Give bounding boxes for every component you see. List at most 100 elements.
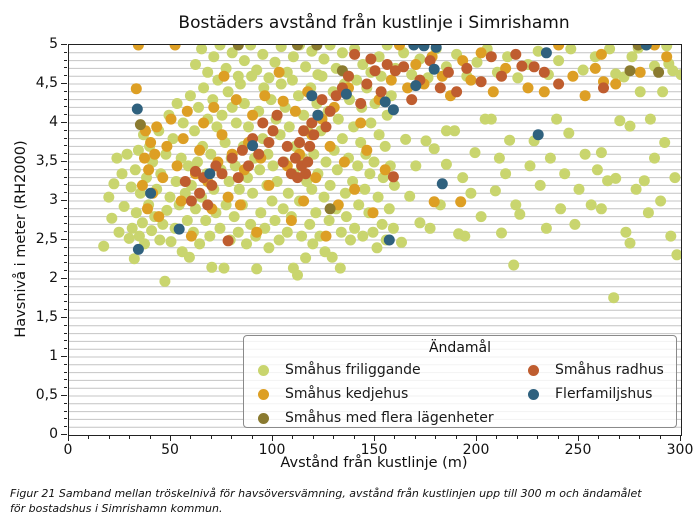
tick-mark (63, 379, 67, 381)
scatter-point (134, 119, 146, 131)
scatter-point (312, 109, 324, 121)
scatter-point (157, 172, 169, 184)
scatter-point (323, 215, 335, 226)
scatter-point (385, 74, 397, 86)
scatter-point (285, 215, 297, 226)
scatter-point (632, 45, 644, 51)
scatter-point (128, 253, 140, 265)
scatter-point (232, 45, 244, 51)
tick-mark (61, 239, 67, 240)
scatter-point (589, 62, 601, 74)
scatter-point (563, 127, 575, 139)
plot-area (68, 44, 682, 436)
scatter-point (516, 60, 528, 72)
scatter-point (243, 160, 254, 172)
scatter-point (630, 183, 642, 195)
scatter-point (528, 61, 540, 73)
scatter-point (398, 61, 410, 73)
scatter-point (376, 218, 388, 230)
scatter-point (267, 160, 279, 172)
scatter-point (551, 113, 563, 125)
legend-entry: Småhus radhus (528, 358, 664, 382)
scatter-point (269, 56, 281, 68)
scatter-point (318, 191, 330, 203)
scatter-point (534, 179, 546, 191)
tick-mark (63, 262, 67, 264)
scatter-point (634, 66, 646, 78)
x-tick-label: 150 (360, 442, 388, 458)
scatter-point (206, 261, 218, 273)
scatter-point (277, 95, 289, 107)
scatter-point (106, 212, 118, 224)
x-tick-label: 300 (666, 442, 694, 458)
scatter-point (304, 218, 316, 230)
scatter-point (233, 183, 245, 195)
scatter-point (234, 199, 246, 211)
tick-mark (63, 114, 67, 116)
scatter-point (292, 45, 303, 51)
scatter-point (164, 191, 176, 203)
y-tick-label: 3 (49, 192, 58, 208)
scatter-point (361, 144, 373, 156)
scatter-point (283, 121, 295, 133)
tick-mark (312, 435, 314, 439)
scatter-point (111, 152, 123, 164)
scatter-point (496, 70, 507, 82)
scatter-point (263, 242, 275, 254)
scatter-point (334, 262, 346, 274)
y-tick-label: 1,5 (35, 309, 58, 325)
y-tick-label: 0,5 (35, 387, 58, 403)
scatter-point (253, 148, 265, 160)
scatter-point (108, 178, 120, 190)
scatter-point (222, 86, 234, 98)
tick-mark (63, 223, 67, 225)
scatter-point (352, 160, 364, 172)
scatter-point (465, 74, 477, 86)
scatter-point (145, 187, 157, 199)
scatter-point (281, 140, 293, 152)
scatter-point (251, 263, 263, 275)
scatter-point (608, 292, 620, 304)
scatter-point (457, 172, 469, 184)
tick-mark (210, 435, 212, 439)
tick-mark (63, 371, 67, 373)
tick-mark (63, 402, 67, 404)
scatter-point (165, 113, 177, 125)
tick-mark (63, 285, 67, 287)
tick-mark (63, 153, 67, 155)
tick-mark (129, 435, 131, 439)
scatter-point (324, 179, 336, 191)
scatter-point (289, 105, 301, 117)
tick-mark (374, 435, 375, 441)
scatter-point (181, 215, 193, 226)
scatter-point (320, 156, 332, 168)
tick-mark (63, 410, 67, 412)
scatter-point (161, 204, 173, 216)
scatter-point (298, 125, 310, 137)
scatter-point (205, 148, 217, 160)
legend-entry: Småhus friliggande (258, 358, 494, 382)
scatter-point (247, 140, 259, 152)
scatter-point (669, 172, 681, 184)
scatter-point (146, 225, 158, 237)
scatter-point (269, 215, 281, 226)
y-tick-label: 2,5 (35, 231, 58, 247)
scatter-point (198, 117, 210, 129)
legend-entry-label: Småhus med flera lägenheter (285, 410, 494, 426)
scatter-point (175, 195, 187, 207)
scatter-point (116, 168, 128, 180)
scatter-point (130, 207, 142, 219)
figure-caption: Figur 21 Samband mellan tröskelnivå för … (10, 487, 692, 517)
scatter-point (475, 211, 487, 223)
legend-entry-label: Småhus kedjehus (285, 386, 409, 402)
scatter-point (540, 47, 552, 59)
scatter-point (595, 48, 607, 60)
legend: Ändamål Småhus friliggande Småhus kedjehu… (243, 335, 677, 428)
tick-mark (149, 435, 151, 439)
scatter-point (241, 238, 252, 250)
scatter-point (245, 218, 257, 230)
scatter-point (230, 94, 242, 106)
tick-mark (537, 435, 539, 439)
scatter-point (206, 179, 218, 191)
scatter-point (451, 86, 463, 98)
